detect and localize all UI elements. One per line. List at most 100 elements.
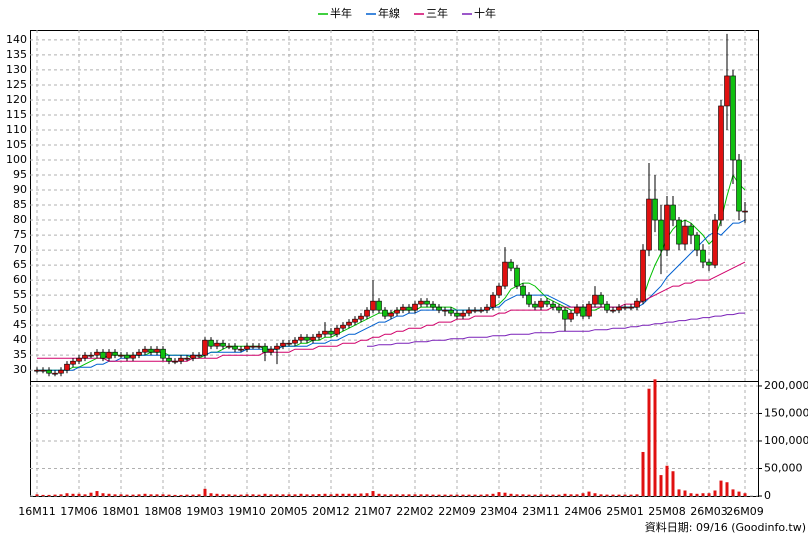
- volume-bar: [311, 494, 315, 496]
- x-tick-label: 22M09: [438, 505, 476, 518]
- volume-bar: [731, 489, 735, 496]
- y-tick-label: 130: [6, 63, 27, 76]
- volume-bar: [239, 494, 243, 496]
- volume-bar: [431, 494, 435, 496]
- candle-body: [532, 303, 538, 308]
- x-tick-label: 22M02: [396, 505, 434, 518]
- volume-bar: [521, 494, 525, 496]
- volume-bar: [215, 493, 219, 496]
- candle-body: [610, 309, 616, 312]
- candle-body: [136, 351, 142, 356]
- volume-bar: [641, 451, 645, 496]
- volume-bar: [191, 494, 195, 496]
- volume-bar: [155, 494, 159, 496]
- volume-bar: [407, 494, 411, 496]
- volume-bar: [233, 494, 237, 496]
- candle-body: [694, 234, 700, 251]
- candle-body: [94, 351, 100, 356]
- candle-body: [670, 204, 676, 221]
- candle-body: [190, 354, 196, 359]
- volume-bar: [65, 493, 69, 496]
- legend-label: 十年: [474, 6, 496, 20]
- volume-bar: [683, 490, 687, 496]
- y-tick-label: 40: [13, 333, 27, 346]
- volume-bar: [659, 475, 663, 496]
- volume-bar: [95, 491, 99, 496]
- volume-bar: [401, 494, 405, 496]
- volume-bar: [491, 493, 495, 496]
- y-tick-label: 120: [6, 93, 27, 106]
- volume-bar: [563, 493, 567, 496]
- x-tick-label: 18M08: [144, 505, 182, 518]
- x-tick-label: 26M03: [690, 505, 728, 518]
- candle-body: [688, 225, 694, 236]
- candle-body: [142, 348, 148, 353]
- candle-body: [82, 354, 88, 359]
- volume-bar: [503, 492, 507, 496]
- volume-bar: [317, 494, 321, 496]
- volume-bar: [47, 494, 51, 496]
- candle-body: [490, 294, 496, 308]
- candle-body: [526, 294, 532, 305]
- candle-body: [634, 300, 640, 308]
- candle-body: [232, 345, 238, 350]
- candle-body: [286, 342, 292, 345]
- candle-body: [52, 372, 58, 375]
- volume-bar: [647, 388, 651, 496]
- volume-bar: [101, 493, 105, 496]
- volume-bar: [599, 494, 603, 496]
- volume-bar: [389, 494, 393, 496]
- candle-body: [412, 303, 418, 311]
- y-tick-label: 140: [6, 33, 27, 46]
- candle-body: [220, 342, 226, 347]
- candle-body: [556, 306, 562, 311]
- volume-bar: [149, 494, 153, 496]
- candle-body: [346, 321, 352, 326]
- y-tick-label: 35: [13, 348, 27, 361]
- candle-body: [628, 306, 634, 309]
- x-tick-label: 19M03: [186, 505, 224, 518]
- y-tick-label: 100: [6, 153, 27, 166]
- y-tick-label: 135: [6, 48, 27, 61]
- candle-body: [358, 315, 364, 320]
- candle-body: [562, 309, 568, 320]
- candle-body: [484, 306, 490, 311]
- volume-bar: [347, 493, 351, 496]
- volume-bar: [257, 494, 261, 496]
- candle-body: [298, 336, 304, 341]
- volume-bar: [557, 494, 561, 496]
- volume-bar: [83, 494, 87, 496]
- volume-bar: [461, 494, 465, 496]
- volume-bar: [575, 494, 579, 496]
- plot-frame: [30, 30, 759, 497]
- volume-bar: [125, 494, 129, 496]
- volume-bar: [617, 494, 621, 496]
- volume-bar: [509, 493, 513, 496]
- y2-tick-label: 0: [764, 489, 771, 502]
- candle-body: [592, 294, 598, 305]
- y-tick-label: 90: [13, 183, 27, 196]
- candle-body: [172, 360, 178, 363]
- candle-body: [544, 300, 550, 305]
- volume-bar: [353, 493, 357, 496]
- candle-body: [712, 219, 718, 266]
- volume-bar: [653, 379, 657, 496]
- volume-bar: [569, 494, 573, 496]
- candle-body: [730, 75, 736, 161]
- y-tick-label: 105: [6, 138, 27, 151]
- candle-body: [430, 303, 436, 308]
- y2-tick-label: 150,000: [764, 406, 808, 419]
- candle-body: [34, 369, 40, 372]
- candle-body: [328, 330, 334, 335]
- candle-body: [664, 204, 670, 251]
- volume-bar: [695, 493, 699, 496]
- candle-body: [466, 309, 472, 314]
- volume-bar: [629, 494, 633, 496]
- candle-body: [202, 339, 208, 356]
- volume-bar: [221, 494, 225, 496]
- candle-body: [658, 219, 664, 251]
- volume-bar: [611, 494, 615, 496]
- volume-bar: [179, 494, 183, 496]
- volume-bar: [281, 494, 285, 496]
- candle-body: [442, 309, 448, 312]
